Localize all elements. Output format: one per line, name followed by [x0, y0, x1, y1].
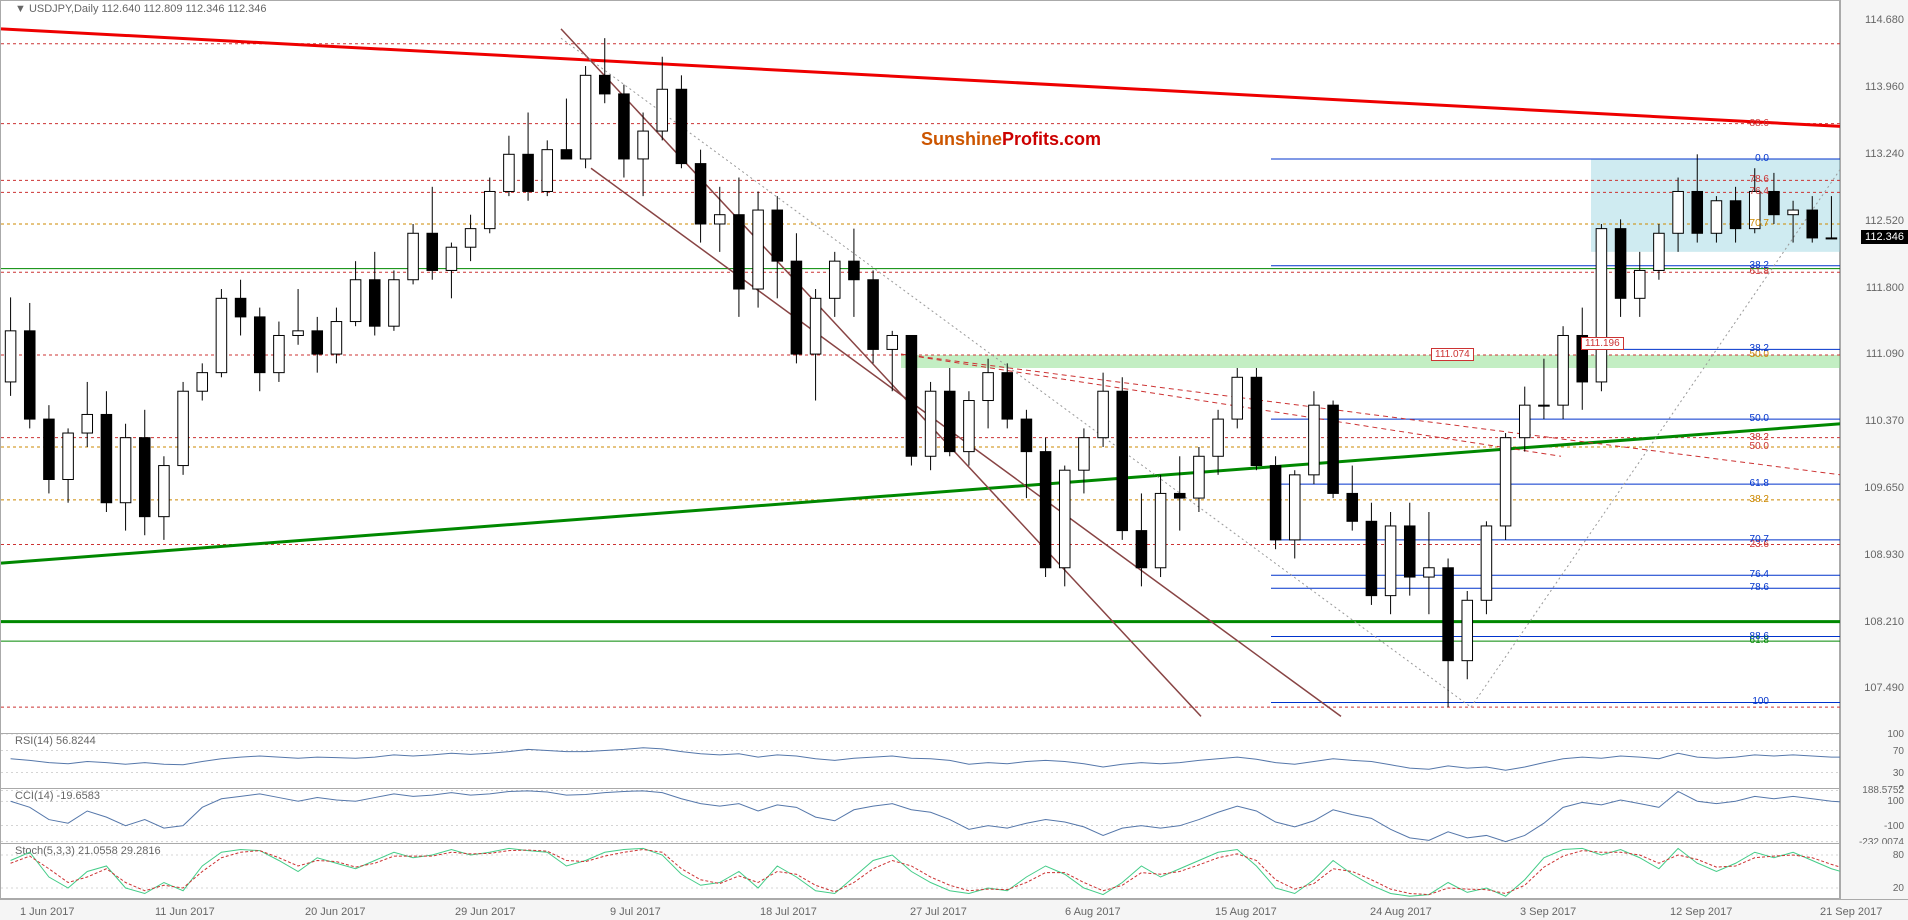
stoch-svg — [1, 844, 1841, 899]
watermark: SunshineProfits.com — [921, 129, 1101, 150]
date-axis: 1 Jun 201711 Jun 201720 Jun 201729 Jun 2… — [0, 899, 1908, 920]
rsi-axis: 10070300 — [1840, 734, 1908, 789]
price-axis: 114.680113.960113.240112.520111.800111.0… — [1840, 0, 1908, 734]
stoch-axis: 8020 — [1840, 844, 1908, 899]
rsi-panel[interactable]: RSI(14) 56.8244 — [0, 734, 1840, 789]
cci-panel[interactable]: CCI(14) -19.6583 — [0, 789, 1840, 844]
main-chart[interactable]: ▼ USDJPY,Daily 112.640 112.809 112.346 1… — [0, 0, 1840, 734]
stoch-panel[interactable]: Stoch(5,3,3) 21.0558 29.2816 — [0, 844, 1840, 899]
rsi-svg — [1, 734, 1841, 789]
price-chart-svg — [1, 1, 1841, 735]
cci-svg — [1, 789, 1841, 844]
cci-axis: 188.5752100-100-232.0074 — [1840, 789, 1908, 844]
